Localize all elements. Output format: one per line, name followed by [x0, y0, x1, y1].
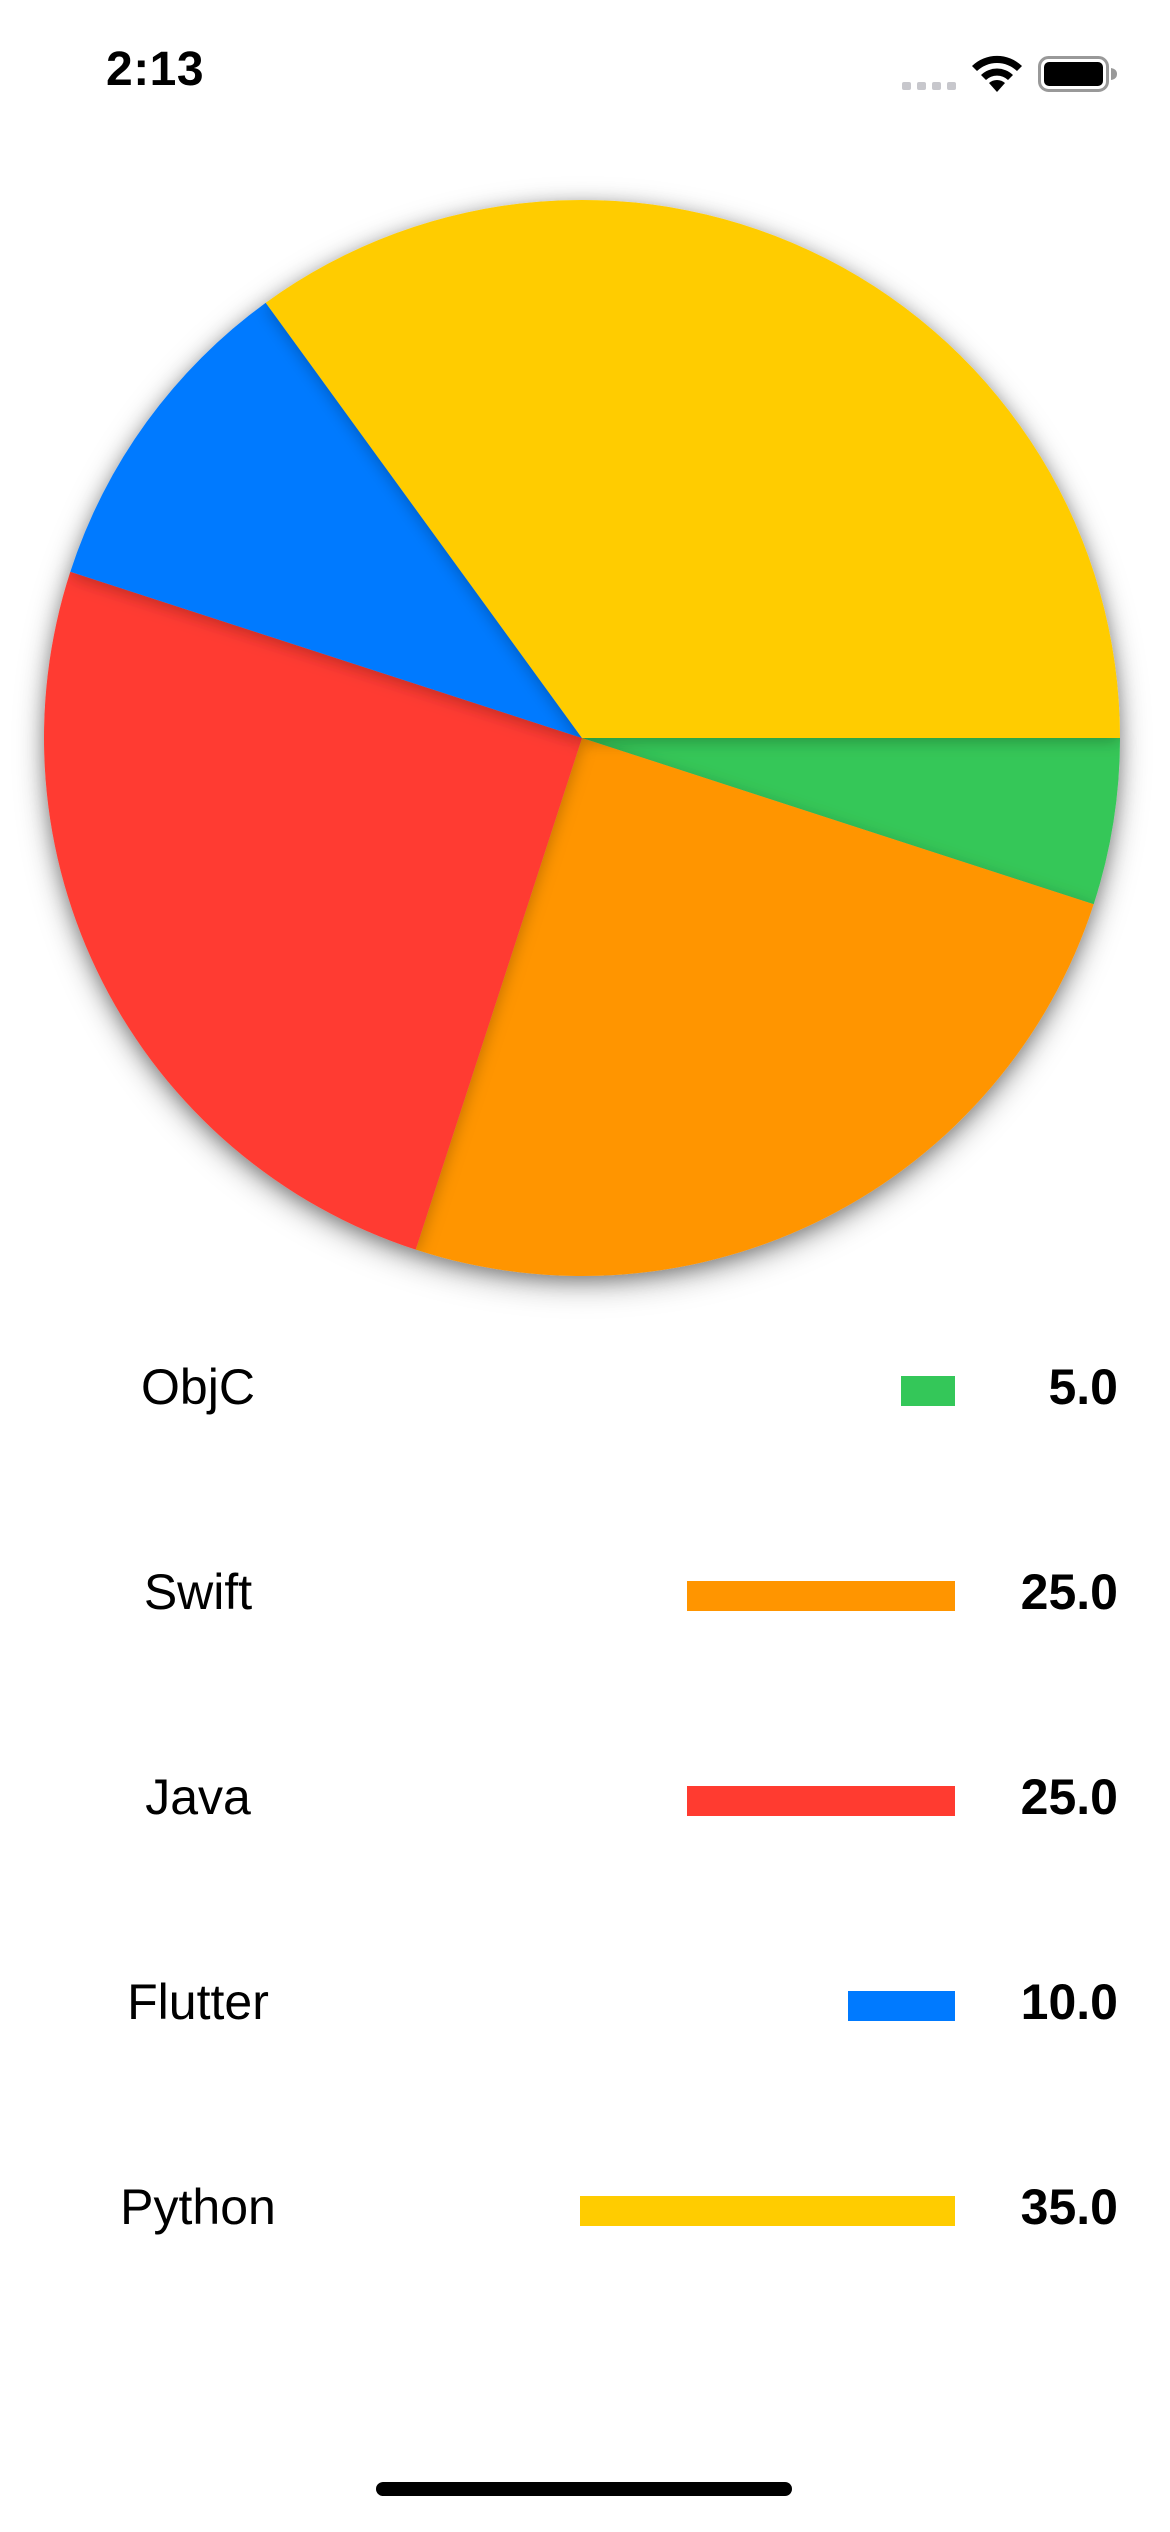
battery-icon — [1038, 56, 1117, 92]
legend-bar-swift — [687, 1581, 955, 1611]
home-indicator[interactable] — [376, 2482, 792, 2496]
signal-dots-icon — [902, 82, 956, 90]
pie-chart-area — [0, 150, 1170, 1350]
legend-row-python: Python 35.0 — [0, 2150, 1170, 2270]
status-bar: 2:13 — [0, 0, 1170, 150]
legend-value: 35.0 — [1020, 2179, 1118, 2235]
pie-slice-objc — [582, 738, 1120, 905]
pie-slice-swift — [415, 738, 1094, 1277]
legend-bar-java — [687, 1786, 955, 1816]
legend-bar-flutter — [848, 1991, 955, 2021]
legend-value: 5.0 — [1048, 1359, 1118, 1415]
legend-label: Java — [145, 1769, 251, 1825]
legend-value: 25.0 — [1020, 1769, 1118, 1825]
pie-slice-flutter — [70, 302, 582, 738]
legend-row-java: Java 25.0 — [0, 1740, 1170, 1860]
legend-value: 10.0 — [1020, 1974, 1118, 2030]
legend-row-objc: ObjC 5.0 — [0, 1330, 1170, 1450]
pie-slice-python — [265, 200, 1120, 739]
legend-row-swift: Swift 25.0 — [0, 1535, 1170, 1655]
pie-slice-java — [43, 571, 583, 1250]
legend-bar-objc — [901, 1376, 955, 1406]
wifi-icon — [972, 55, 1022, 92]
legend-label: Flutter — [127, 1974, 269, 2030]
legend-label: Swift — [143, 1564, 253, 1620]
legend-row-flutter: Flutter 10.0 — [0, 1945, 1170, 2065]
legend-value: 25.0 — [1020, 1564, 1118, 1620]
pie-chart — [43, 200, 1120, 1277]
legend-label: ObjC — [141, 1359, 255, 1415]
status-time: 2:13 — [106, 43, 205, 96]
legend-bar-python — [580, 2196, 955, 2226]
legend-label: Python — [120, 2179, 276, 2235]
